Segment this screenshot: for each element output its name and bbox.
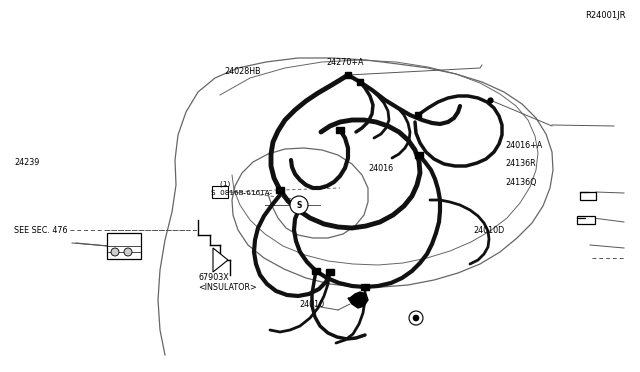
FancyBboxPatch shape bbox=[326, 269, 334, 275]
FancyBboxPatch shape bbox=[415, 112, 421, 118]
Text: 24136R: 24136R bbox=[506, 159, 536, 168]
Text: 24010D: 24010D bbox=[474, 226, 505, 235]
FancyBboxPatch shape bbox=[415, 152, 423, 158]
Text: 24028HB: 24028HB bbox=[224, 67, 260, 76]
FancyBboxPatch shape bbox=[345, 72, 351, 78]
Text: R24001JR: R24001JR bbox=[586, 11, 626, 20]
Text: 24010: 24010 bbox=[300, 300, 324, 309]
Circle shape bbox=[111, 248, 119, 256]
Text: S  0816B-6161A-: S 0816B-6161A- bbox=[211, 190, 273, 196]
FancyBboxPatch shape bbox=[276, 187, 284, 193]
Circle shape bbox=[409, 311, 423, 325]
FancyBboxPatch shape bbox=[577, 216, 595, 224]
Text: 24239: 24239 bbox=[14, 158, 40, 167]
Polygon shape bbox=[213, 248, 228, 272]
FancyBboxPatch shape bbox=[361, 284, 369, 290]
Circle shape bbox=[413, 315, 419, 321]
Text: 67903X
<INSULATOR>: 67903X <INSULATOR> bbox=[198, 273, 257, 292]
FancyBboxPatch shape bbox=[336, 127, 344, 133]
Text: 24016: 24016 bbox=[368, 164, 393, 173]
FancyBboxPatch shape bbox=[312, 268, 320, 274]
Text: SEE SEC. 476: SEE SEC. 476 bbox=[14, 226, 68, 235]
Polygon shape bbox=[348, 292, 368, 308]
FancyBboxPatch shape bbox=[580, 192, 596, 200]
Circle shape bbox=[124, 248, 132, 256]
Text: 24016+A: 24016+A bbox=[506, 141, 543, 150]
Bar bbox=[212, 186, 228, 198]
Circle shape bbox=[290, 196, 308, 214]
Text: S: S bbox=[296, 201, 301, 209]
Text: 24270+A: 24270+A bbox=[326, 58, 364, 67]
FancyBboxPatch shape bbox=[107, 233, 141, 259]
FancyBboxPatch shape bbox=[357, 79, 363, 85]
Text: 24136Q: 24136Q bbox=[506, 178, 537, 187]
Text: (1): (1) bbox=[211, 181, 230, 187]
